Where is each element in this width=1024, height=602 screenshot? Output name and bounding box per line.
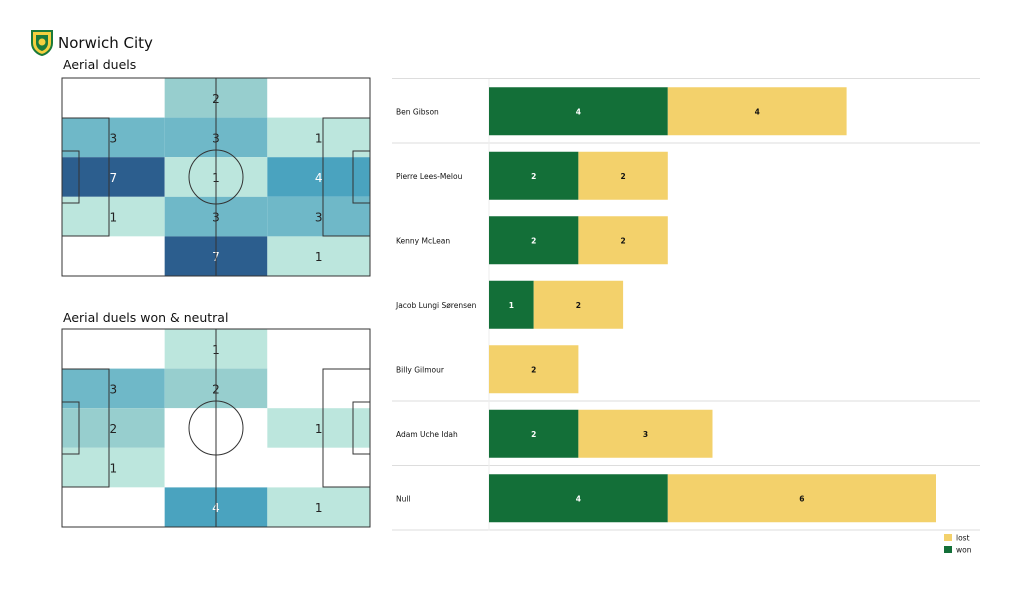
heatmap-cell-value: 3 (315, 211, 323, 225)
player-label: Null (396, 494, 411, 503)
bar-lost-label: 3 (643, 430, 648, 439)
bar-lost-label: 2 (576, 301, 581, 310)
player-label: Kenny McLean (396, 236, 450, 245)
canary-crest-icon (31, 30, 53, 56)
bar-lost (578, 216, 668, 265)
bar-lost-label: 2 (620, 236, 625, 245)
team-name: Norwich City (58, 34, 153, 52)
pitch-lines (61, 328, 371, 528)
bar-won (489, 409, 579, 458)
heatmap-cell (267, 329, 370, 369)
bar-won-label: 2 (531, 430, 536, 439)
bar-lost (533, 280, 624, 329)
heatmap-cell (62, 78, 165, 118)
bar-won (489, 87, 668, 136)
heatmap-cell (267, 78, 370, 118)
legend-swatch-won (944, 546, 952, 553)
player-label: Billy Gilmour (396, 365, 445, 374)
pitch-lines (61, 77, 371, 277)
header: Norwich City (30, 30, 153, 56)
bar-won-label: 2 (531, 172, 536, 181)
bar-won-label: 4 (576, 107, 581, 116)
bar-lost (489, 345, 579, 394)
heatmap-cell-value: 1 (110, 462, 118, 476)
bar-won-label: 4 (576, 494, 581, 503)
heatmap-cell (62, 487, 165, 527)
bar-lost (667, 474, 936, 523)
bar-won (489, 151, 579, 200)
legend-label-lost: lost (956, 534, 970, 543)
bar-won-label: 1 (509, 301, 514, 310)
legend-label-won: won (956, 546, 972, 555)
pitch-title-aerial-duels-won-neutral: Aerial duels won & neutral (63, 310, 229, 325)
heatmap-cell-value: 3 (110, 131, 118, 145)
bar-lost (578, 151, 668, 200)
legend: lost won (944, 534, 972, 555)
heatmap-cell-value: 1 (315, 501, 323, 515)
bar-won (489, 474, 668, 523)
heatmap-cell-value: 7 (110, 171, 118, 185)
player-label: Jacob Lungi Sørensen (395, 301, 477, 310)
heatmap-cell (267, 236, 370, 276)
heatmap-cell-value: 4 (315, 171, 323, 185)
heatmap-cell (62, 236, 165, 276)
pitch-title-aerial-duels: Aerial duels (63, 57, 137, 72)
heatmap-cell-value: 1 (315, 250, 323, 264)
heatmap-cell (267, 487, 370, 527)
bar-lost (578, 409, 713, 458)
player-label: Ben Gibson (396, 107, 439, 116)
heatmap-cell-value: 1 (315, 422, 323, 436)
heatmap-cell (62, 329, 165, 369)
heatmap-cell-value: 3 (110, 382, 118, 396)
legend-swatch-lost (944, 534, 952, 541)
bar-lost-label: 4 (755, 107, 760, 116)
bar-won (489, 280, 534, 329)
heatmap-cell-value: 1 (110, 211, 118, 225)
bar-lost-label: 2 (620, 172, 625, 181)
bar-won-label: 2 (531, 236, 536, 245)
bar-lost-label: 2 (531, 365, 536, 374)
bar-won (489, 216, 579, 265)
bar-lost-label: 6 (799, 494, 804, 503)
heatmap-cell-value: 2 (110, 422, 118, 436)
heatmap-cell-value: 1 (315, 131, 323, 145)
player-label: Pierre Lees-Melou (396, 172, 463, 181)
player-label: Adam Uche Idah (396, 430, 458, 439)
bar-lost (667, 87, 847, 136)
